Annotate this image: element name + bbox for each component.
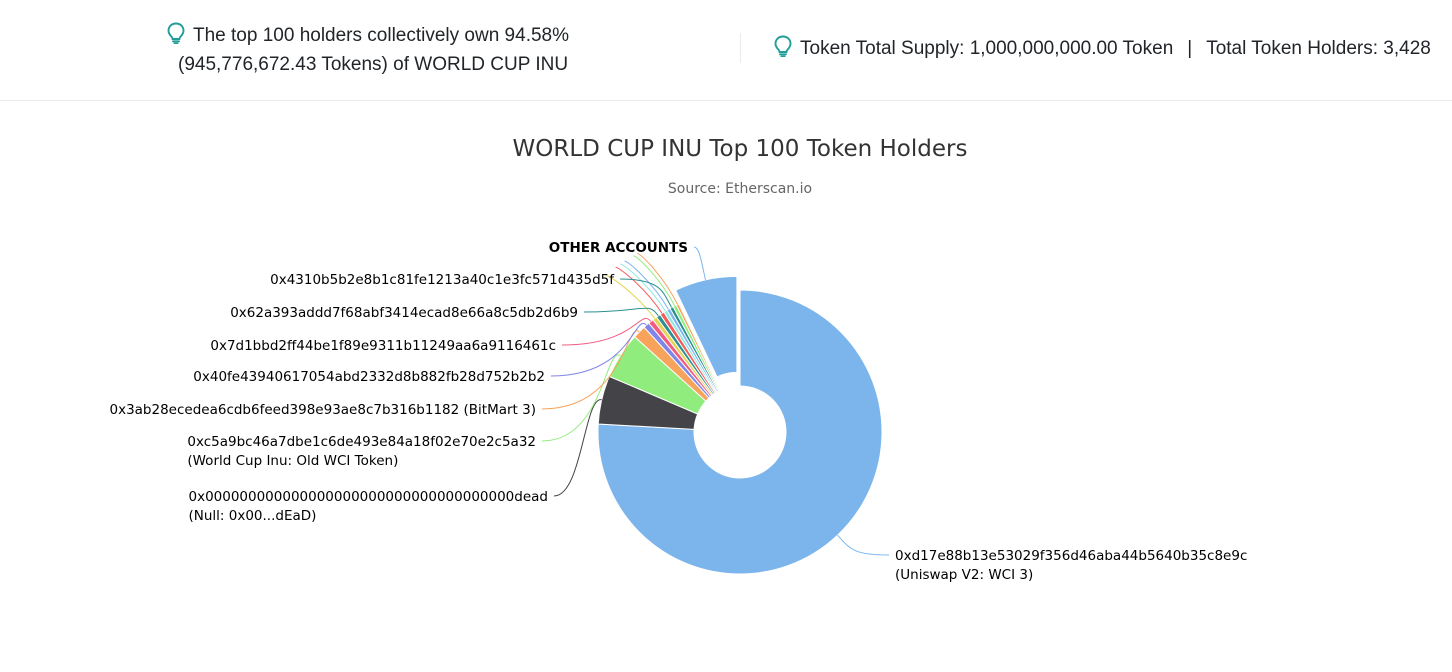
label-connector	[624, 260, 669, 310]
token-total-supply: Token Total Supply: 1,000,000,000.00 Tok…	[800, 38, 1174, 59]
lightbulb-icon	[774, 35, 792, 57]
data-labels: 0xd17e88b13e53029f356d46aba44b5640b35c8e…	[109, 240, 1247, 583]
label-connector	[633, 255, 676, 307]
label-connector	[620, 263, 666, 312]
label-connector	[605, 274, 656, 319]
slice-label: 0x62a393addd7f68abf3414ecad8e66a8c5db2d6…	[230, 305, 578, 321]
label-connector	[837, 534, 890, 556]
summary-separator: |	[1187, 38, 1193, 59]
holders-summary-line1: The top 100 holders collectively own 94.…	[193, 25, 570, 46]
chart-title: WORLD CUP INU Top 100 Token Holders	[513, 136, 968, 162]
pie-slice[interactable]	[597, 289, 883, 575]
label-connector	[693, 246, 706, 280]
label-connectors	[541, 246, 890, 556]
chart-subtitle: Source: Etherscan.io	[668, 181, 812, 197]
slice-label: 0x7d1bbd2ff44be1f89e9311b11249aa6a911646…	[210, 338, 556, 354]
label-connector	[583, 307, 659, 317]
slice-label: OTHER ACCOUNTS	[549, 240, 688, 256]
label-connector	[615, 266, 663, 314]
label-connector	[553, 399, 602, 497]
slice-label: 0x4310b5b2e8b1c81fe1213a40c1e3fc571d435d…	[270, 272, 615, 288]
top-holders-summary: The top 100 holders collectively own 94.…	[166, 21, 686, 79]
label-connector	[550, 322, 647, 377]
slice-sublabel: (Uniswap V2: WCI 3)	[895, 567, 1033, 583]
lightbulb-icon	[167, 22, 185, 44]
top-holders-chart: WORLD CUP INU Top 100 Token Holders Sour…	[0, 102, 1452, 672]
slice-sublabel: (World Cup Inu: Old WCI Token)	[187, 453, 398, 469]
label-connector	[561, 317, 652, 346]
slice-label: 0xd17e88b13e53029f356d46aba44b5640b35c8e…	[895, 548, 1247, 564]
slice-label: 0x40fe43940617054abd2332d8b882fb28d752b2…	[193, 369, 545, 385]
slice-label: 0x3ab28ecedea6cdb6feed398e93ae8c7b316b11…	[109, 402, 536, 418]
summary-divider	[740, 33, 741, 63]
pie-chart-svg: WORLD CUP INU Top 100 Token Holders Sour…	[109, 136, 1247, 583]
pie-slice[interactable]	[674, 275, 738, 378]
slice-sublabel: (Null: 0x00...dEaD)	[188, 508, 316, 524]
token-supply-summary: Token Total Supply: 1,000,000,000.00 Tok…	[773, 34, 1431, 63]
slice-label: 0xc5a9bc46a7dbe1c6de493e84a18f02e70e2c5a…	[187, 434, 536, 450]
pie-slice[interactable]	[675, 303, 721, 392]
total-token-holders: Total Token Holders: 3,428	[1206, 38, 1431, 59]
holders-summary-line2: (945,776,672.43 Tokens) of WORLD CUP INU	[178, 54, 569, 75]
label-connector	[541, 354, 621, 442]
label-connector	[619, 278, 673, 308]
pie-slices	[597, 275, 883, 575]
label-connector	[637, 253, 678, 305]
holders-summary-bar: The top 100 holders collectively own 94.…	[0, 0, 1452, 101]
slice-label: 0x000000000000000000000000000000000000de…	[188, 489, 548, 505]
